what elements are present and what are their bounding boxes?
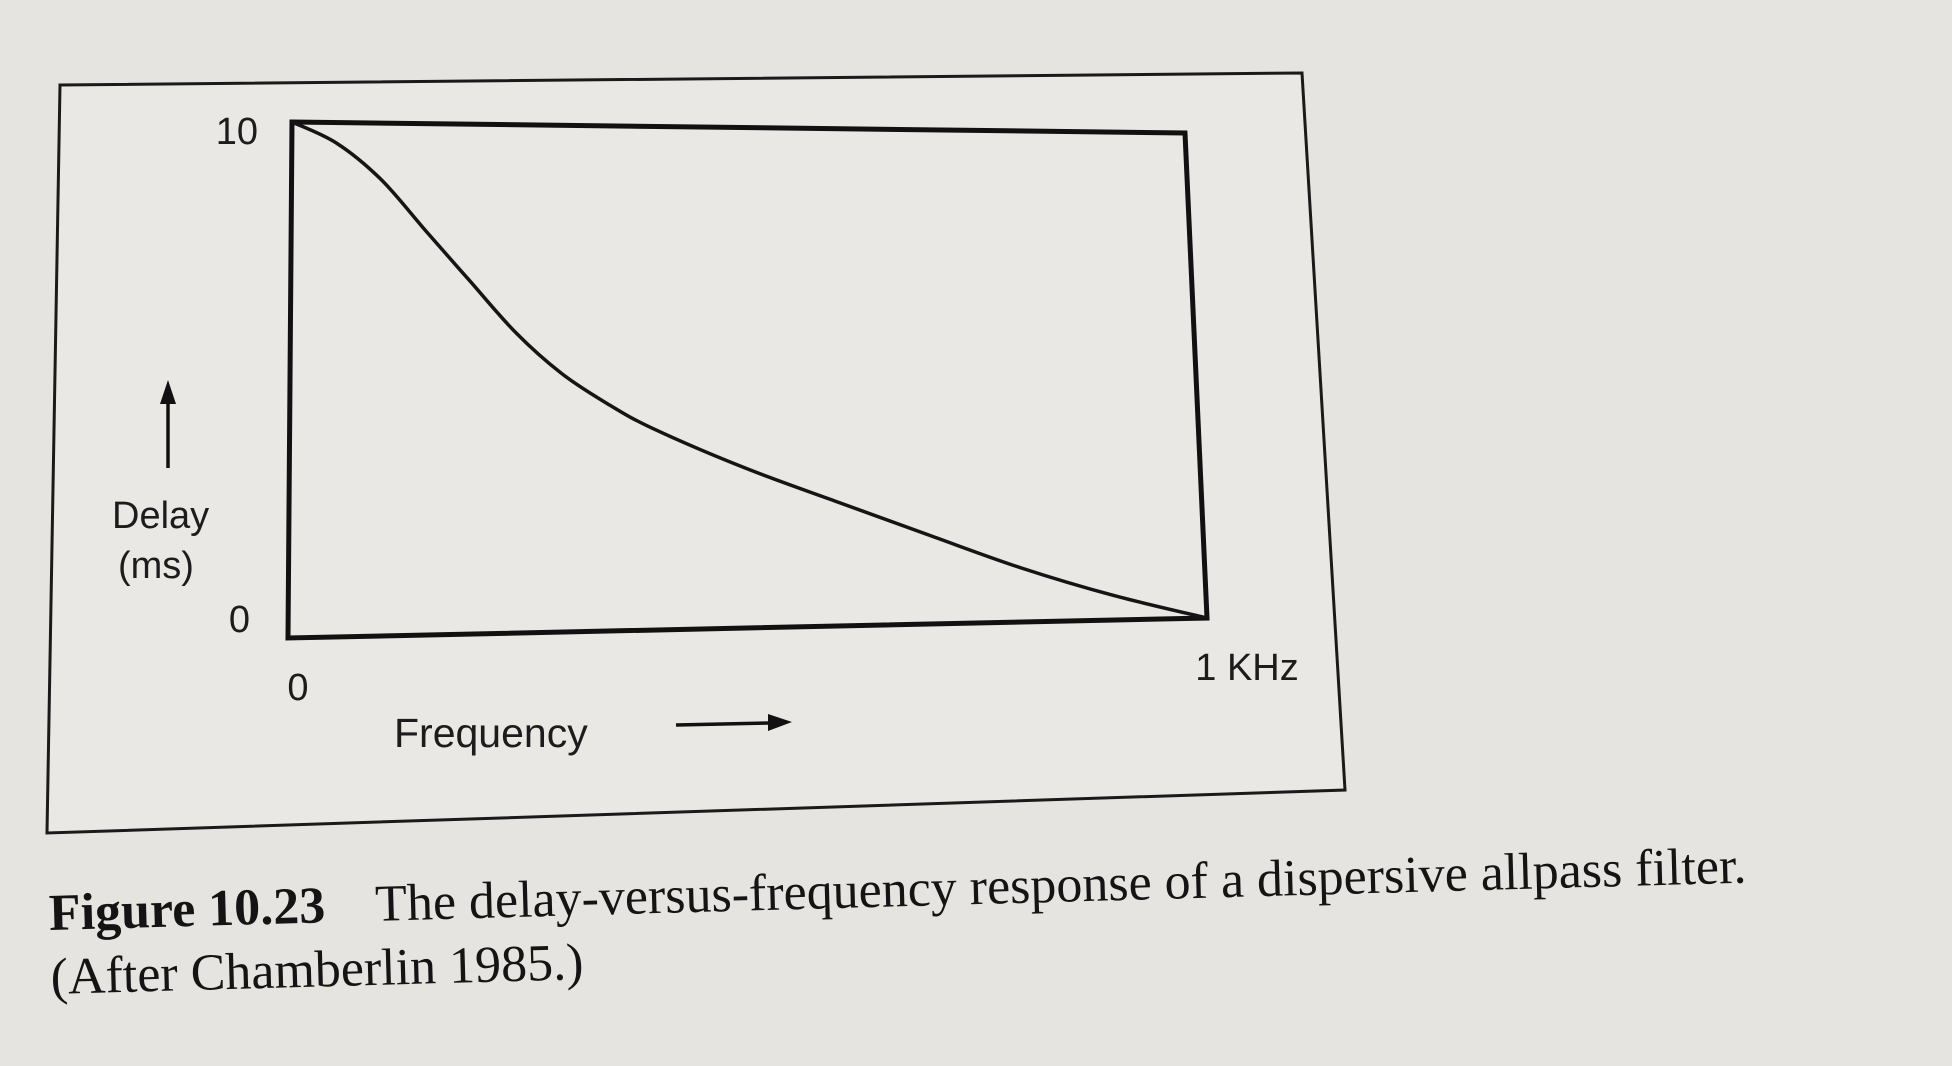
x-axis-label: Frequency (394, 710, 588, 756)
series-line-0 (291, 120, 1208, 620)
x-tick-label-1: 1 KHz (1195, 647, 1298, 689)
figure-frame (45, 71, 1347, 835)
y-tick-label-0: 0 (229, 599, 250, 641)
x-axis-arrow (675, 714, 792, 731)
y-axis-label-line2: (ms) (118, 545, 194, 587)
figure-number: Figure 10.23 (48, 877, 326, 942)
x-tick-label-0: 0 (287, 667, 308, 709)
y-axis-arrow (160, 380, 176, 468)
y-axis-label-line1: Delay (112, 495, 209, 537)
y-tick-label-1: 10 (216, 111, 258, 153)
